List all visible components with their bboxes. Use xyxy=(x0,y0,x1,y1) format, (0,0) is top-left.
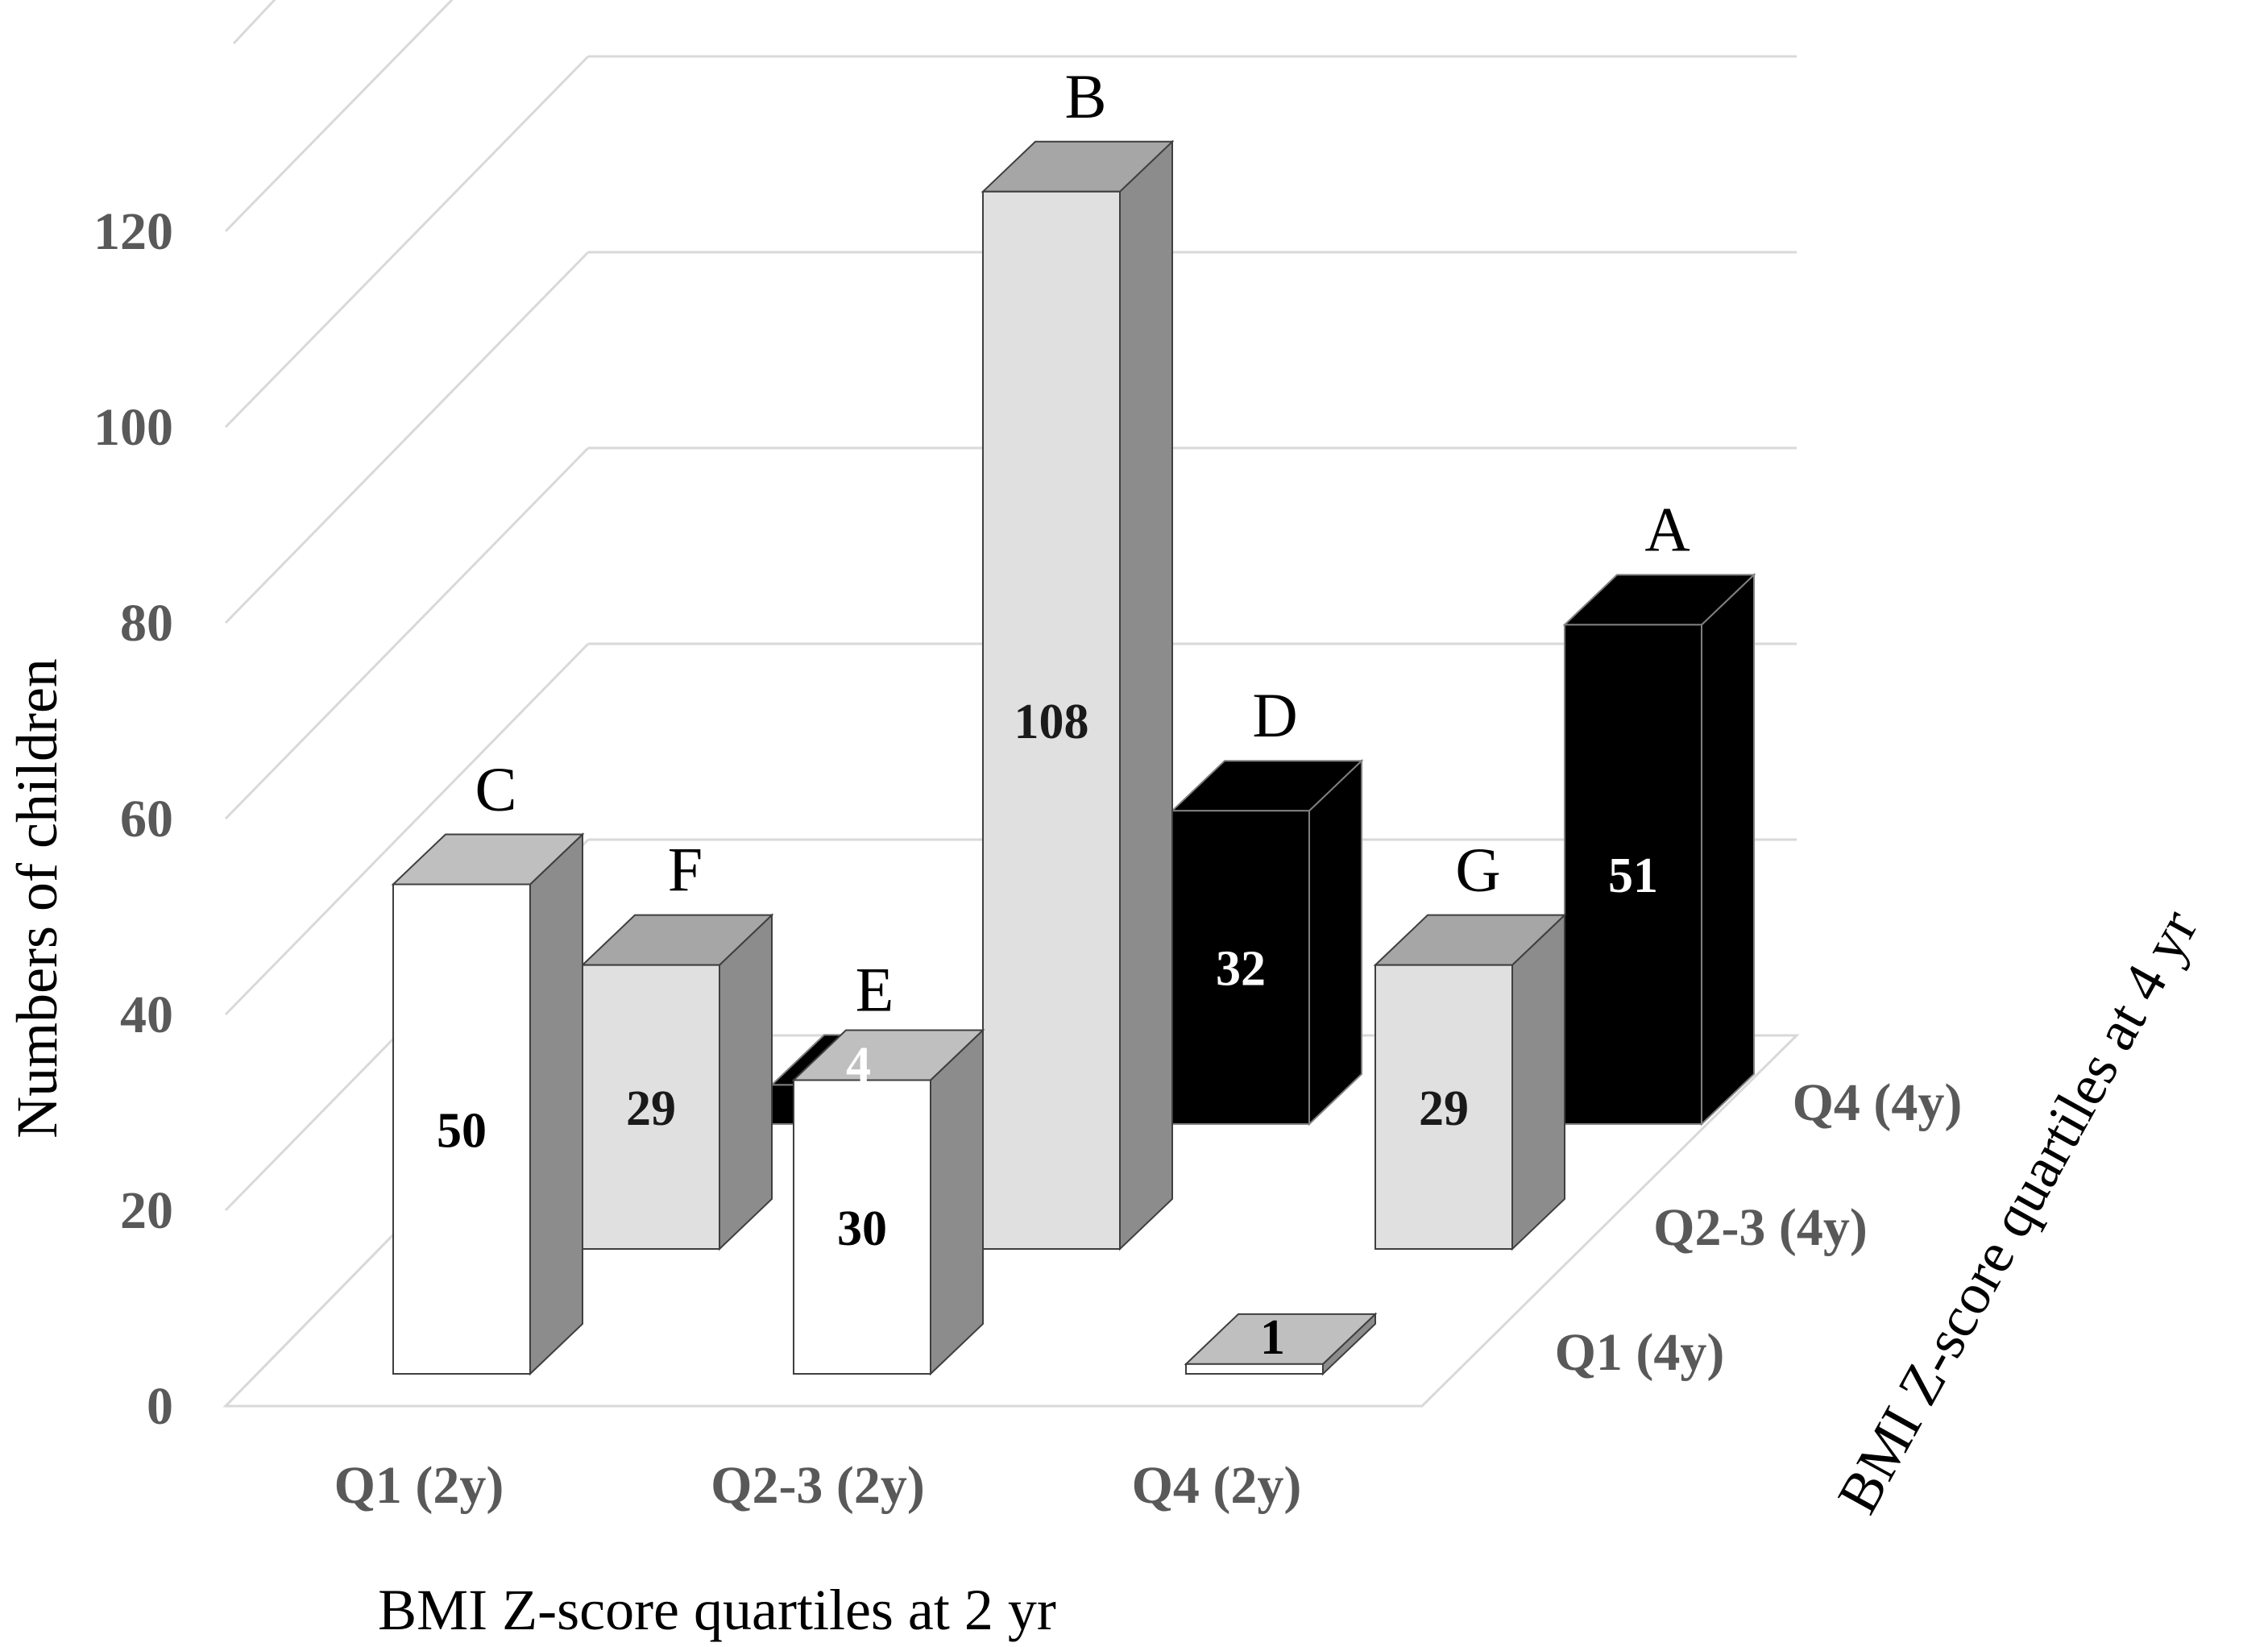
bar-value-label: 51 xyxy=(1608,848,1658,903)
bar-side xyxy=(719,913,773,1251)
gridline-diagonal xyxy=(224,55,590,429)
bar-value-label: 1 xyxy=(1260,1310,1285,1365)
x-tick-label: Q1 (2y) xyxy=(334,1456,504,1515)
bar-side xyxy=(1119,139,1173,1251)
bar-value-label: 108 xyxy=(1014,695,1089,749)
y-tick-label: 0 xyxy=(147,1377,173,1436)
bar-side xyxy=(1701,573,1755,1126)
bar xyxy=(580,913,774,1251)
y-axis-title: Numbers of children xyxy=(5,658,69,1139)
floor-layer: Q1 (2y) Q2-3 (2y) Q4 (2y) Q1 (4y) Q2-3 (4y) Q… xyxy=(222,1034,1963,1515)
x-axis-title: BMI Z-score quartiles at 2 yr xyxy=(378,1578,1056,1642)
y-tick-label: 100 xyxy=(93,398,173,457)
bar-letter-label: D xyxy=(1252,680,1297,750)
bar-front xyxy=(1185,1363,1324,1375)
z-tick-label: Q1 (4y) xyxy=(1555,1323,1725,1382)
gridline-diagonal xyxy=(232,0,276,45)
y-tick-label: 120 xyxy=(93,202,173,261)
bar-letter-label: F xyxy=(668,835,703,905)
bar xyxy=(791,1028,985,1376)
bar-value-label: 29 xyxy=(626,1081,676,1136)
z-axis-title: BMI Z-score quartiles at 4 yr xyxy=(1825,899,2210,1524)
bar-letter-label: A xyxy=(1644,494,1690,564)
bar-side xyxy=(529,832,583,1376)
bar-value-label: 30 xyxy=(837,1201,887,1256)
z-tick-label: Q2-3 (4y) xyxy=(1653,1198,1868,1257)
bar-side xyxy=(1308,758,1362,1126)
bar-front xyxy=(582,964,720,1251)
y-tick-label: 20 xyxy=(120,1181,173,1240)
bar-value-label: 50 xyxy=(437,1103,487,1158)
bar-value-label: 29 xyxy=(1419,1081,1469,1136)
bars-layer xyxy=(391,139,1756,1376)
bar-front xyxy=(982,190,1121,1250)
bar-front xyxy=(1171,810,1310,1125)
bar xyxy=(391,832,585,1376)
x-tick-label: Q2-3 (2y) xyxy=(711,1456,925,1515)
y-tick-label: 80 xyxy=(120,594,173,653)
bar-front xyxy=(1564,624,1702,1125)
bar-side xyxy=(1511,913,1565,1251)
bar-front xyxy=(1374,964,1513,1251)
bar-side xyxy=(930,1028,984,1376)
bar xyxy=(1184,1312,1378,1376)
bar-letter-label: C xyxy=(475,754,516,824)
z-tick-label: Q4 (4y) xyxy=(1793,1073,1963,1132)
bar-value-label: 32 xyxy=(1216,942,1266,997)
bar-letter-label: B xyxy=(1064,61,1106,131)
gridline-diagonal xyxy=(224,642,590,1016)
gridline-diagonal xyxy=(224,0,454,233)
grid-layer: 0 20 40 60 80 100 120 xyxy=(93,0,1797,1436)
bar-front xyxy=(392,883,531,1375)
gridline-diagonal xyxy=(224,251,590,624)
y-tick-label: 40 xyxy=(120,985,173,1044)
bar xyxy=(1562,573,1756,1126)
bar xyxy=(1373,913,1567,1251)
bar-letter-label: G xyxy=(1455,835,1500,905)
x-tick-label: Q4 (2y) xyxy=(1132,1456,1302,1515)
bar xyxy=(1170,758,1364,1126)
gridline-diagonal xyxy=(224,446,590,820)
bar xyxy=(981,139,1175,1251)
y-tick-label: 60 xyxy=(120,790,173,848)
bar-value-label: 4 xyxy=(846,1037,871,1092)
labels-layer: 4 E 32 D 51 A 29 F 108 B 29 G 50 C 30 1 xyxy=(437,61,1690,1365)
bar-letter-label: E xyxy=(856,954,894,1024)
bar-front xyxy=(793,1079,931,1375)
